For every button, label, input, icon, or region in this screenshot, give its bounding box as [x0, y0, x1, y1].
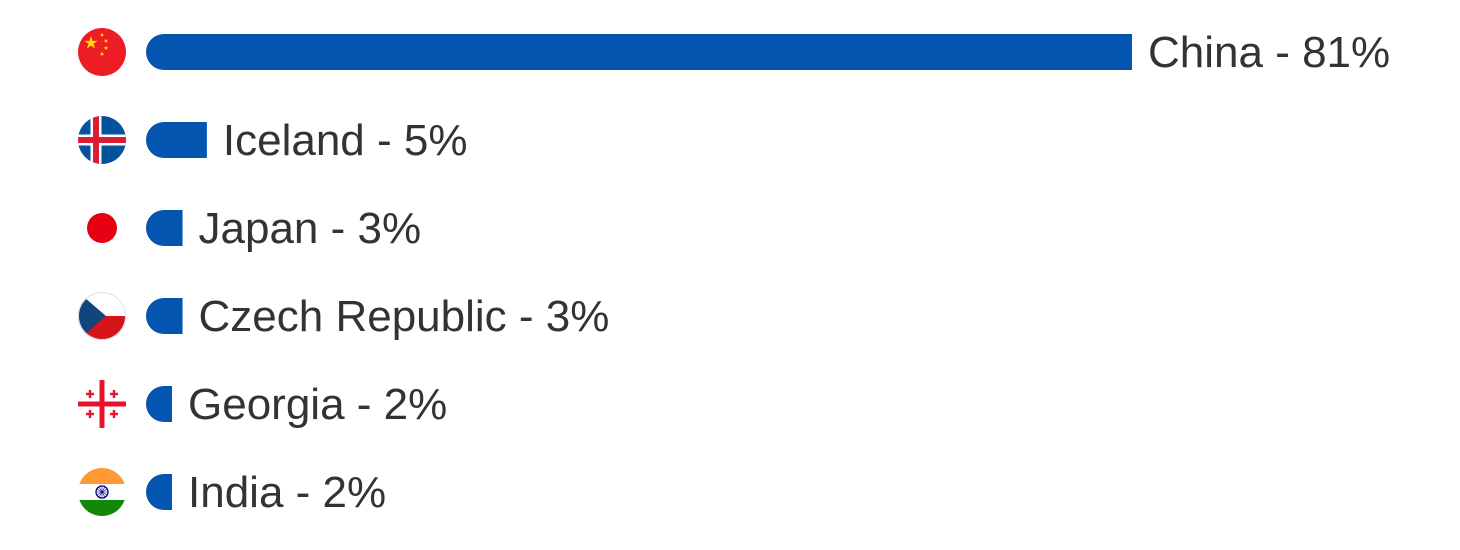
bar-row: Czech Republic - 3% [78, 292, 609, 341]
bar [146, 210, 183, 246]
bar [146, 474, 172, 510]
china-flag-icon [78, 28, 126, 76]
bar-label: India - 2% [188, 468, 386, 517]
bar-label: Georgia - 2% [188, 380, 447, 429]
bar-row: Georgia - 2% [78, 380, 447, 429]
bar [146, 122, 207, 158]
iceland-flag-icon [78, 116, 126, 164]
bar-label: Czech Republic - 3% [199, 292, 610, 341]
bar-label: Iceland - 5% [223, 116, 468, 165]
bar-row: Iceland - 5% [78, 116, 467, 165]
bar-row: Japan - 3% [78, 204, 421, 253]
bar-row: China - 81% [78, 28, 1390, 77]
india-flag-icon [78, 468, 126, 516]
czech-republic-flag-icon [78, 292, 126, 340]
bar-label: Japan - 3% [199, 204, 422, 253]
japan-flag-icon [78, 204, 126, 252]
bar [146, 298, 183, 334]
bar [146, 34, 1132, 70]
bar-row: India - 2% [78, 468, 386, 517]
bar [146, 386, 172, 422]
georgia-flag-icon [78, 380, 126, 428]
bar-label: China - 81% [1148, 28, 1390, 77]
